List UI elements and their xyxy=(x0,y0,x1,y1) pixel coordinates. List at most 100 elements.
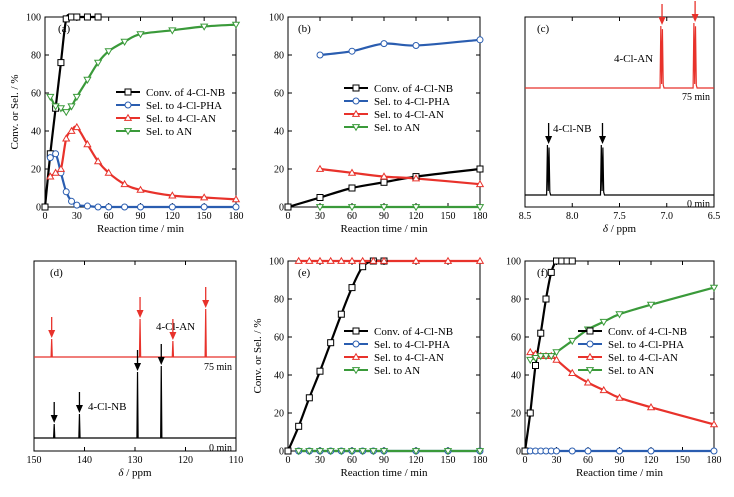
y-tick-label: 20 xyxy=(511,409,521,420)
panel-label: (b) xyxy=(298,23,311,35)
data-point-conv-of-4-cl-nb xyxy=(537,329,545,337)
x-tick-label: 90 xyxy=(379,211,389,222)
chart-panel-5: 0 30 60 90 120 150 180 0 20 40 60 80 100 Reaction tim… xyxy=(506,257,722,480)
legend-label: Sel. to 4-Cl-AN xyxy=(374,109,444,121)
x-tick-label: 0 xyxy=(523,455,528,466)
legend-marker xyxy=(351,109,361,117)
legend-label: Sel. to 4-Cl-AN xyxy=(146,113,216,125)
legend-marker xyxy=(351,124,361,132)
trace-time-label: 75 min xyxy=(682,92,710,103)
data-point-sel-to-an xyxy=(83,76,92,84)
data-point-sel-to-4-cl-pha xyxy=(83,202,91,210)
x-tick-label: 30 xyxy=(315,455,325,466)
x-axis-label: Reaction time / min xyxy=(576,467,664,479)
x-tick-label: 120 xyxy=(178,455,193,466)
y-tick-label: 80 xyxy=(274,295,284,306)
x-tick-label: 60 xyxy=(583,455,593,466)
data-point-sel-to-an xyxy=(120,38,129,46)
data-point-sel-to-4-cl-pha xyxy=(52,150,60,158)
legend-marker xyxy=(586,327,594,335)
data-point-sel-to-an xyxy=(599,318,608,327)
data-point-sel-to-4-cl-an xyxy=(615,393,624,401)
x-tick-label: 6.5 xyxy=(708,211,721,222)
x-tick-label: 150 xyxy=(27,455,42,466)
y-tick-label: 80 xyxy=(511,295,521,306)
x-tick-label: 8.0 xyxy=(566,211,579,222)
data-point-sel-to-4-cl-pha xyxy=(137,203,144,211)
x-axis-label: Reaction time / min xyxy=(97,223,185,235)
y-tick-label: 60 xyxy=(31,89,41,100)
data-point-sel-to-4-cl-pha xyxy=(105,203,113,211)
data-point-sel-to-4-cl-an xyxy=(709,420,719,428)
y-tick-label: 0 xyxy=(36,203,41,214)
data-point-sel-to-4-cl-an xyxy=(326,256,335,264)
y-tick-label: 80 xyxy=(274,51,284,62)
data-point-sel-to-4-cl-an xyxy=(568,368,577,376)
spectrum-trace-0-min xyxy=(525,144,714,196)
legend-label: Sel. to AN xyxy=(608,365,654,377)
x-tick-label: 0 xyxy=(286,455,291,466)
y-tick-label: 60 xyxy=(274,89,284,100)
legend-label: Sel. to 4-Cl-PHA xyxy=(374,339,450,351)
data-point-sel-to-4-cl-pha xyxy=(476,36,484,44)
data-point-sel-to-4-cl-pha xyxy=(348,47,356,55)
data-point-sel-to-an xyxy=(536,353,545,361)
y-tick-label: 20 xyxy=(31,165,41,176)
y-tick-label: 100 xyxy=(269,13,284,24)
data-point-sel-to-4-cl-an xyxy=(120,179,129,188)
y-axis-label: Conv. or Sel. / % xyxy=(252,318,264,393)
legend-marker xyxy=(352,340,360,348)
data-point-sel-to-4-cl-an xyxy=(104,168,113,176)
data-point-sel-to-an xyxy=(358,448,367,456)
y-tick-label: 0 xyxy=(516,447,521,458)
x-tick-label: 180 xyxy=(473,211,488,222)
peak-arrowhead xyxy=(658,17,666,25)
x-tick-label: 110 xyxy=(229,455,244,466)
legend-marker xyxy=(352,97,360,105)
x-axis-label: δ / ppm xyxy=(603,223,637,235)
chart-panel-1: 0 30 60 90 120 150 180 0 20 40 60 80 100 Reaction tim… xyxy=(269,13,488,236)
peak-arrowhead xyxy=(202,300,210,308)
data-point-conv-of-4-cl-nb xyxy=(476,165,484,173)
data-point-sel-to-4-cl-an xyxy=(379,172,389,180)
plot-frame xyxy=(44,16,237,208)
data-point-sel-to-4-cl-an xyxy=(199,193,209,201)
peak-arrowhead xyxy=(169,332,177,340)
data-point-sel-to-4-cl-pha xyxy=(710,447,718,455)
data-point-sel-to-an xyxy=(547,353,556,361)
data-point-conv-of-4-cl-nb xyxy=(305,394,313,402)
legend-marker xyxy=(351,367,361,375)
chart-panel-3: 150 140 130 120 110 δ / ppm 75 min 4-Cl-AN 0 min… xyxy=(27,260,244,479)
x-tick-label: 0 xyxy=(286,211,291,222)
x-tick-label: 120 xyxy=(409,455,424,466)
x-tick-label: 150 xyxy=(197,211,212,222)
y-tick-label: 100 xyxy=(506,257,521,268)
data-point-sel-to-an xyxy=(231,21,241,29)
data-point-conv-of-4-cl-nb xyxy=(568,257,576,265)
peak-arrowhead xyxy=(545,136,553,144)
x-tick-label: 130 xyxy=(128,455,143,466)
chart-panel-0: 0 30 60 90 120 150 180 0 20 40 60 80 100 Reaction tim… xyxy=(9,13,244,236)
x-tick-label: 8.5 xyxy=(519,211,532,222)
data-point-sel-to-an xyxy=(136,31,145,39)
data-point-sel-to-4-cl-an xyxy=(294,256,303,264)
data-point-sel-to-4-cl-pha xyxy=(94,203,102,211)
x-tick-label: 150 xyxy=(675,455,690,466)
y-tick-label: 20 xyxy=(274,409,284,420)
data-point-sel-to-an xyxy=(526,356,535,365)
y-tick-label: 100 xyxy=(269,257,284,268)
legend-label: Sel. to AN xyxy=(374,122,420,134)
x-tick-label: 7.5 xyxy=(613,211,626,222)
data-point-sel-to-4-cl-pha xyxy=(584,447,592,455)
data-point-sel-to-4-cl-pha xyxy=(568,447,576,455)
x-tick-label: 60 xyxy=(347,211,357,222)
y-tick-label: 20 xyxy=(274,165,284,176)
data-point-sel-to-4-cl-an xyxy=(347,256,357,264)
x-tick-label: 30 xyxy=(315,211,325,222)
data-point-sel-to-an xyxy=(104,48,113,56)
data-point-sel-to-4-cl-pha xyxy=(121,203,129,211)
data-point-sel-to-4-cl-pha xyxy=(73,201,81,209)
data-point-sel-to-4-cl-an xyxy=(583,378,593,386)
x-axis-label: Reaction time / min xyxy=(340,223,428,235)
data-point-sel-to-4-cl-an xyxy=(475,179,485,188)
